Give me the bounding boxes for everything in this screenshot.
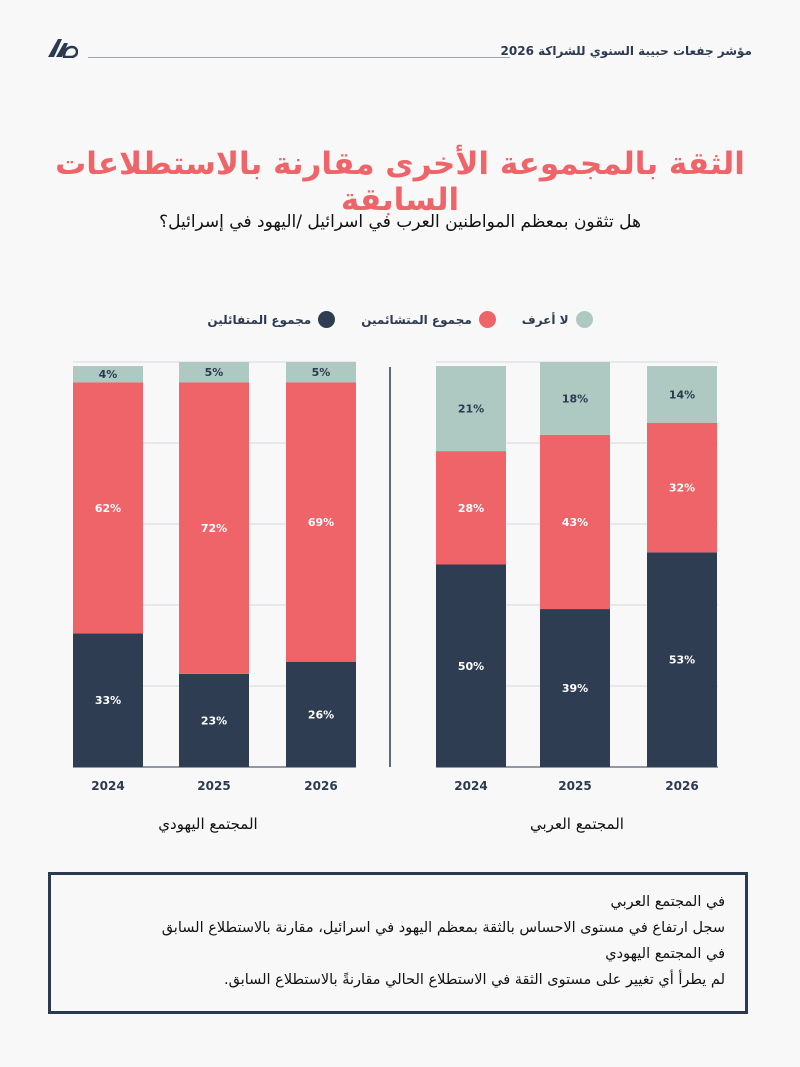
arab-tick-2026: 2026 [665,779,698,793]
header-divider [88,57,510,58]
arab-bar-2024-optimists [436,564,506,767]
arab-bar-2024-pessimists [436,451,506,565]
jewish-label-2025-pessimists: 72% [201,522,227,535]
jewish-tick-2025: 2025 [197,779,230,793]
arab-bar-2026-pessimists [647,422,717,553]
legend-label-optimists: مجموع المتفائلين [207,312,312,327]
chart-legend: لا أعرف مجموع المتشائمين مجموع المتفائلي… [0,311,800,328]
arab-label-2026-dont-know: 14% [669,388,695,401]
summary-arab-text: سجل ارتفاع في مستوى الاحساس بالثقة بمعظم… [161,920,725,936]
arab-bar-2025-pessimists [540,434,610,610]
jewish-bar-2024-dont-know [73,366,143,383]
summary-jewish-heading: في المجتمع اليهودي [605,946,725,962]
jewish-bar-2026-optimists [286,661,356,767]
jewish-label-2024-optimists: 33% [95,694,121,707]
arab-label-2024-optimists: 50% [458,660,484,673]
jewish-label-2026-optimists: 26% [308,708,334,721]
arab-label-2024-pessimists: 28% [458,502,484,515]
jewish-chart-title: المجتمع اليهودي [158,815,257,834]
arab-tick-2024: 2024 [454,779,487,793]
arab-bar-2026-optimists [647,552,717,767]
jewish-bar-2025-dont-know [179,362,249,383]
legend-label-dont-know: لا أعرف [521,312,569,327]
jewish-bar-2024-pessimists [73,382,143,634]
survey-question: هل تثقون بمعظم المواطنين العرب في اسرائي… [159,212,641,232]
jewish-label-2026-pessimists: 69% [308,516,334,529]
arab-label-2026-optimists: 53% [669,654,695,667]
legend-swatch-optimists [318,311,336,328]
summary-arab-heading: في المجتمع العربي [610,894,725,910]
arab-label-2025-pessimists: 43% [562,516,588,529]
stacked-bar-charts: 33% 62% 4% 2024 23% 72% 5% 2025 26% 69% 5% 2026 المج… [73,361,718,834]
arab-label-2025-dont-know: 18% [562,392,588,405]
jewish-tick-2026: 2026 [304,779,337,793]
jewish-bar-2026-pessimists [286,382,356,662]
jewish-label-2024-dont-know: 4% [99,368,118,381]
arab-bar-2024-dont-know [436,366,506,452]
arab-bar-2025-optimists [540,609,610,767]
legend-item-pessimists: مجموع المتشائمين [361,311,496,328]
arab-tick-2025: 2025 [558,779,591,793]
jewish-label-2025-optimists: 23% [201,714,227,727]
jewish-label-2025-dont-know: 5% [205,366,224,379]
arab-label-2026-pessimists: 32% [669,482,695,495]
jewish-bar-2025-optimists [179,673,249,767]
givat-haviva-logo [46,36,79,62]
jewish-bar-2025-pessimists [179,382,249,674]
arab-bar-2026-dont-know [647,366,717,423]
summary-box: في المجتمع العربي سجل ارتفاع في مستوى ال… [48,872,748,1014]
jewish-bar-2026-dont-know [286,362,356,383]
summary-jewish-text: لم يطرأ أي تغيير على مستوى الثقة في الاس… [224,972,725,988]
jewish-label-2026-dont-know: 5% [312,366,331,379]
arab-bar-2025-dont-know [540,362,610,435]
legend-item-optimists: مجموع المتفائلين [207,311,336,328]
report-title: مؤشر جفعات حبيبة السنوي للشراكة 2026 [500,44,752,58]
legend-label-pessimists: مجموع المتشائمين [361,312,472,327]
jewish-bar-2024-optimists [73,633,143,767]
jewish-label-2024-pessimists: 62% [95,502,121,515]
page-title: الثقة بالمجموعة الأخرى مقارنة بالاستطلاع… [55,146,745,218]
arab-chart-title: المجتمع العربي [530,815,624,834]
legend-swatch-dont-know [575,311,593,328]
arab-label-2025-optimists: 39% [562,682,588,695]
legend-swatch-pessimists [478,311,496,328]
jewish-tick-2024: 2024 [91,779,124,793]
arab-label-2024-dont-know: 21% [458,403,484,416]
legend-item-dont-know: لا أعرف [522,311,593,328]
